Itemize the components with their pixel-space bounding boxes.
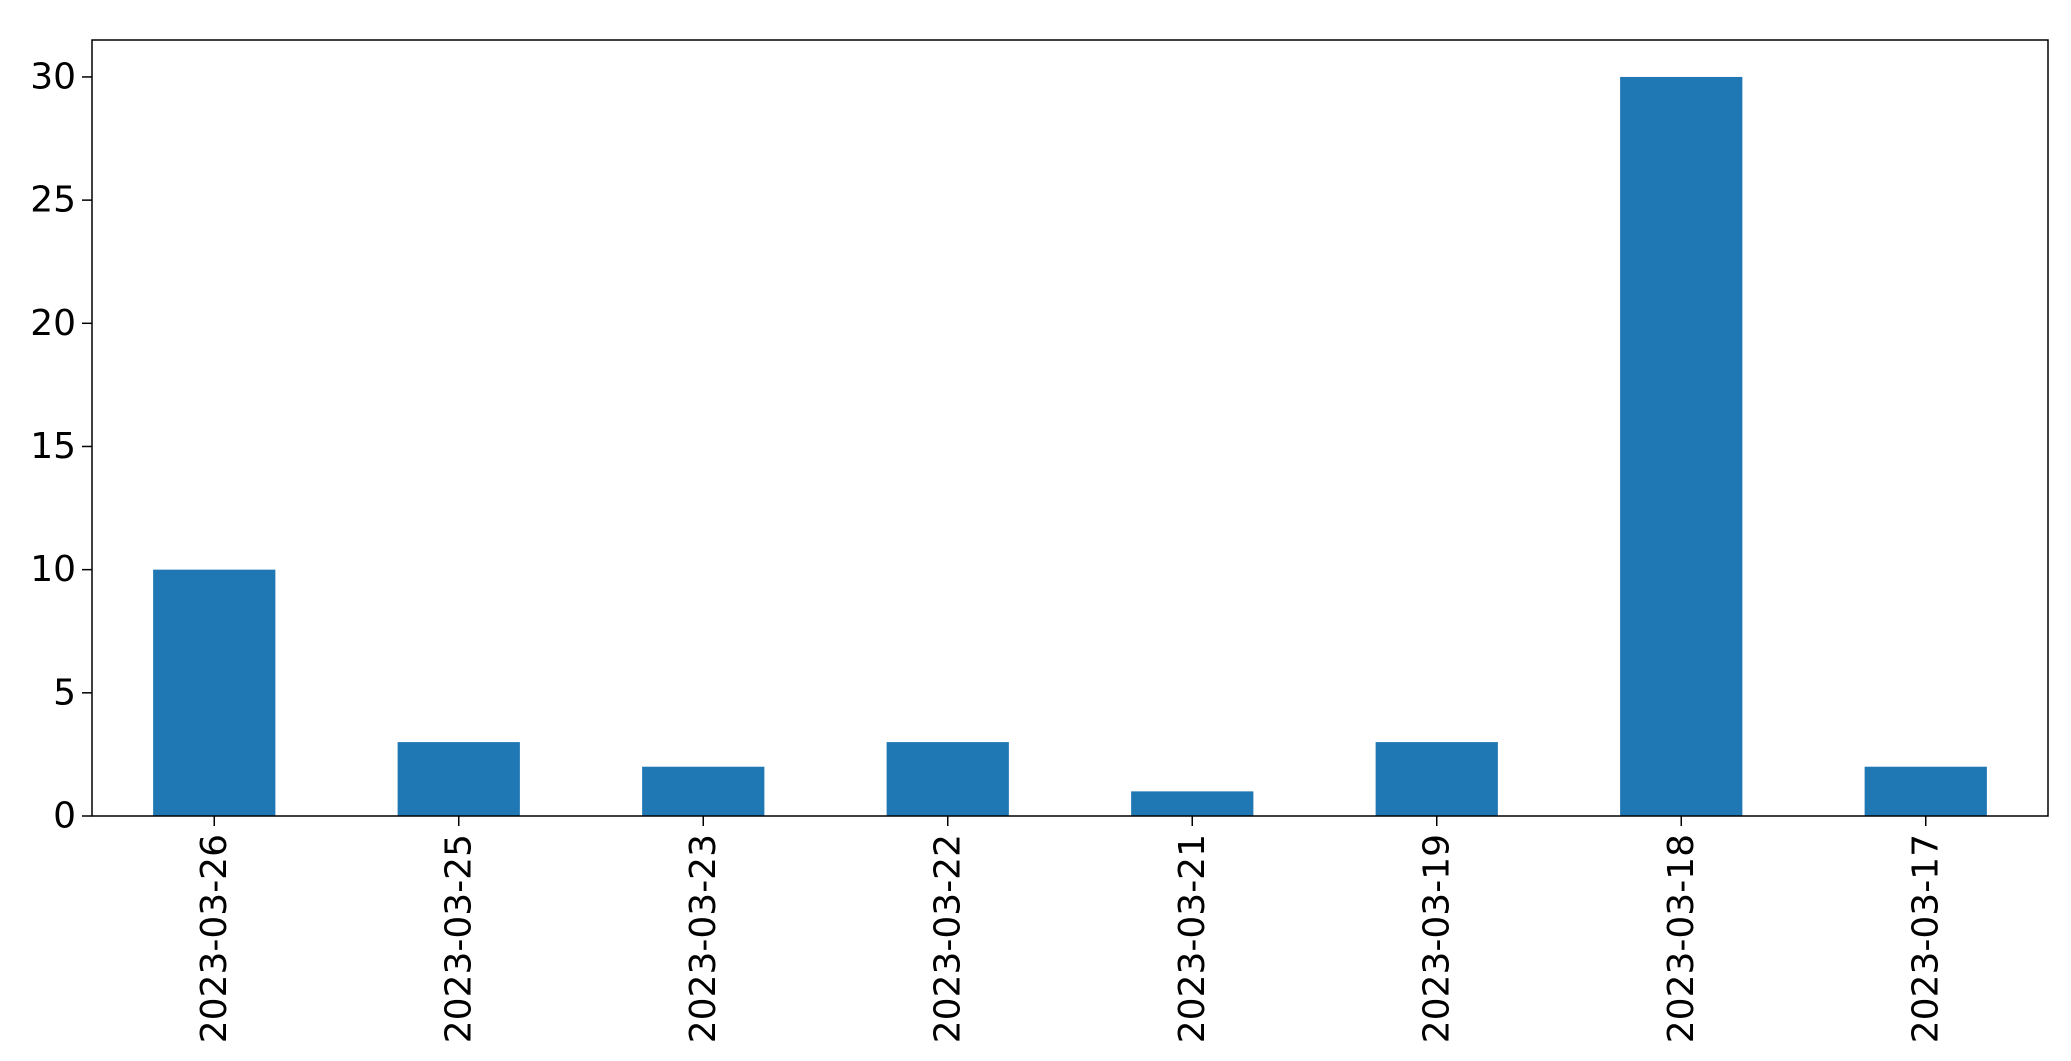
- y-axis: 0 5 10 15 20 25 30: [30, 56, 92, 837]
- plot-frame: [91, 39, 2049, 817]
- bar-2023-03-21: [1131, 791, 1254, 816]
- bar-2023-03-19: [1375, 742, 1498, 816]
- bar-2023-03-25: [397, 742, 520, 816]
- bar-2023-03-18: [1620, 76, 1743, 816]
- x-tick-label: 2023-03-23: [683, 834, 724, 1043]
- y-tick-label: 5: [53, 672, 76, 713]
- y-tick-label: 0: [53, 796, 76, 837]
- bar-2023-03-22: [886, 742, 1009, 816]
- x-tick-label: 2023-03-26: [194, 834, 235, 1043]
- x-tick-label: 2023-03-19: [1416, 834, 1457, 1043]
- y-tick-label: 15: [30, 426, 76, 467]
- x-tick-label: 2023-03-22: [927, 834, 968, 1043]
- x-tick-label: 2023-03-17: [1905, 834, 1946, 1043]
- y-tick-label: 30: [30, 56, 76, 97]
- y-tick-label: 20: [30, 303, 76, 344]
- x-tick-label: 2023-03-18: [1661, 834, 1702, 1043]
- bar-2023-03-23: [642, 766, 765, 816]
- x-tick-label: 2023-03-25: [438, 834, 479, 1043]
- bar-2023-03-26: [153, 569, 276, 816]
- bars-layer: [153, 76, 1987, 816]
- y-tick-label: 25: [30, 180, 76, 221]
- x-tick-label: 2023-03-21: [1172, 834, 1213, 1043]
- y-tick-label: 10: [30, 549, 76, 590]
- bar-2023-03-17: [1864, 766, 1987, 816]
- x-axis: 2023-03-26 2023-03-25 2023-03-23 2023-03-22…: [194, 816, 1946, 1043]
